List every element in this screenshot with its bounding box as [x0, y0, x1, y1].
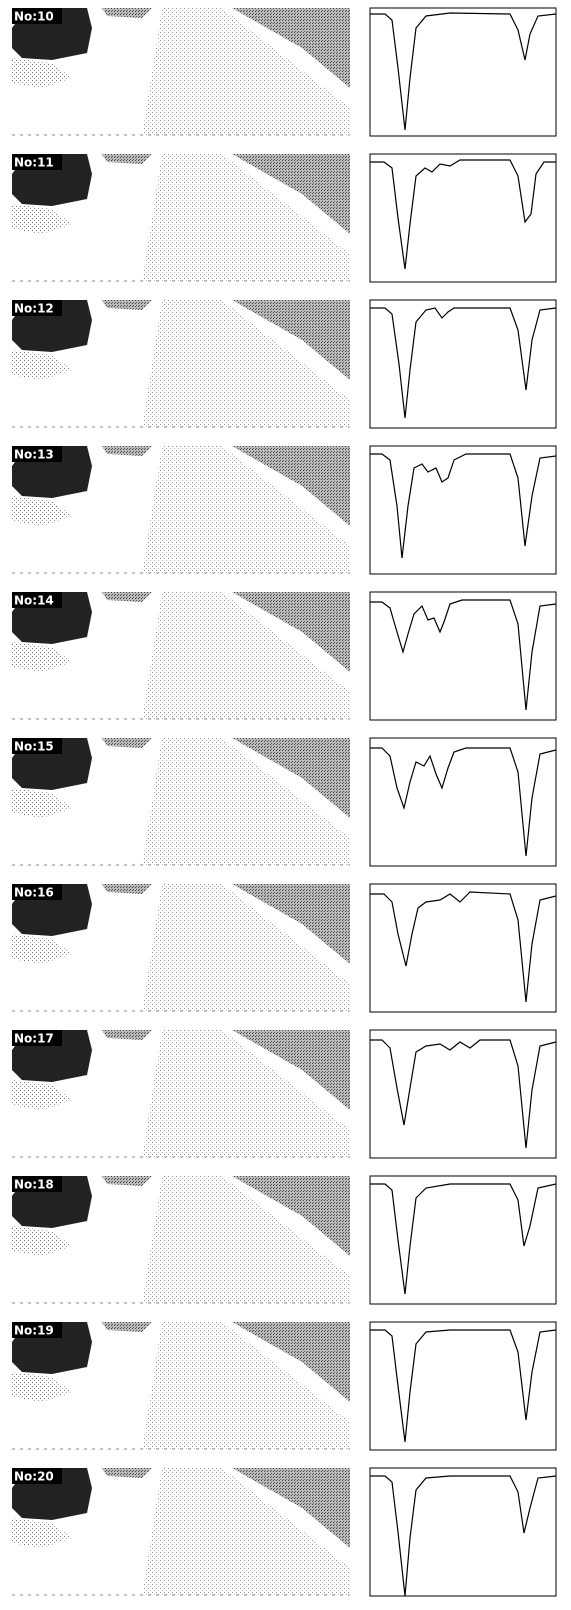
- frame-label: No:18: [14, 1178, 54, 1192]
- label-box: [12, 300, 62, 316]
- road-image: [12, 1176, 350, 1304]
- profile-plot: [369, 591, 557, 721]
- label-box: [12, 154, 62, 170]
- profile-plot: [369, 1175, 557, 1305]
- profile-curve: [370, 891, 557, 1003]
- road-image: [12, 592, 350, 720]
- plot-frame: [369, 737, 557, 867]
- frame-row: No:13: [12, 445, 557, 575]
- profile-plot: [369, 883, 557, 1013]
- profile-plot: [369, 7, 557, 137]
- plot-frame: [369, 7, 557, 137]
- label-box: [12, 1322, 62, 1338]
- plot-frame: [369, 1175, 557, 1305]
- road-image: [12, 8, 350, 136]
- label-box: [12, 738, 62, 754]
- frame-label: No:11: [14, 156, 54, 170]
- label-box: [12, 1176, 62, 1192]
- frame-row: No:20: [12, 1467, 557, 1597]
- frame-row: No:15: [12, 737, 557, 867]
- frame-row: No:12: [12, 299, 557, 429]
- profile-curve: [370, 1183, 557, 1295]
- plot-frame: [369, 153, 557, 283]
- profile-plot: [369, 445, 557, 575]
- profile-curve: [370, 1475, 557, 1597]
- frame-label: No:16: [14, 886, 54, 900]
- plot-frame: [369, 883, 557, 1013]
- plot-frame: [369, 299, 557, 429]
- label-box: [12, 446, 62, 462]
- frame-label: No:12: [14, 302, 54, 316]
- road-image: [12, 1322, 350, 1450]
- label-box: [12, 1468, 62, 1484]
- plot-frame: [369, 591, 557, 721]
- profile-curve: [370, 1039, 557, 1149]
- profile-plot: [369, 1321, 557, 1451]
- profile-plot: [369, 299, 557, 429]
- label-box: [12, 884, 62, 900]
- profile-curve: [370, 453, 557, 559]
- plot-frame: [369, 1321, 557, 1451]
- frame-row: No:17: [12, 1029, 557, 1159]
- frame-label: No:19: [14, 1324, 54, 1338]
- profile-curve: [370, 1329, 557, 1443]
- label-box: [12, 592, 62, 608]
- frame-label: No:14: [14, 594, 54, 608]
- profile-curve: [370, 159, 556, 270]
- frame-row: No:11: [12, 153, 557, 283]
- profile-curve: [370, 747, 557, 857]
- frame-row: No:14: [12, 591, 557, 721]
- road-image: [12, 1030, 350, 1158]
- profile-plot: [369, 1029, 557, 1159]
- frame-row: No:19: [12, 1321, 557, 1451]
- frame-label: No:17: [14, 1032, 54, 1046]
- profile-plot: [369, 1467, 557, 1597]
- road-image: [12, 738, 350, 866]
- road-image: [12, 446, 350, 574]
- frame-row: No:16: [12, 883, 557, 1013]
- label-box: [12, 1030, 62, 1046]
- profile-plot: [369, 737, 557, 867]
- frame-label: No:13: [14, 448, 54, 462]
- profile-curve: [370, 599, 557, 711]
- plot-frame: [369, 1467, 557, 1597]
- road-image: [12, 154, 350, 282]
- frame-label: No:15: [14, 740, 54, 754]
- road-image: [12, 300, 350, 428]
- profile-plot: [369, 153, 557, 283]
- frame-label: No:20: [14, 1470, 54, 1484]
- road-image: [12, 884, 350, 1012]
- label-box: [12, 8, 62, 24]
- frame-label: No:10: [14, 10, 54, 24]
- profile-curve: [370, 12, 557, 131]
- frame-row: No:18: [12, 1175, 557, 1305]
- road-image: [12, 1468, 350, 1596]
- profile-curve: [370, 307, 557, 419]
- frame-row: No:10: [12, 7, 557, 137]
